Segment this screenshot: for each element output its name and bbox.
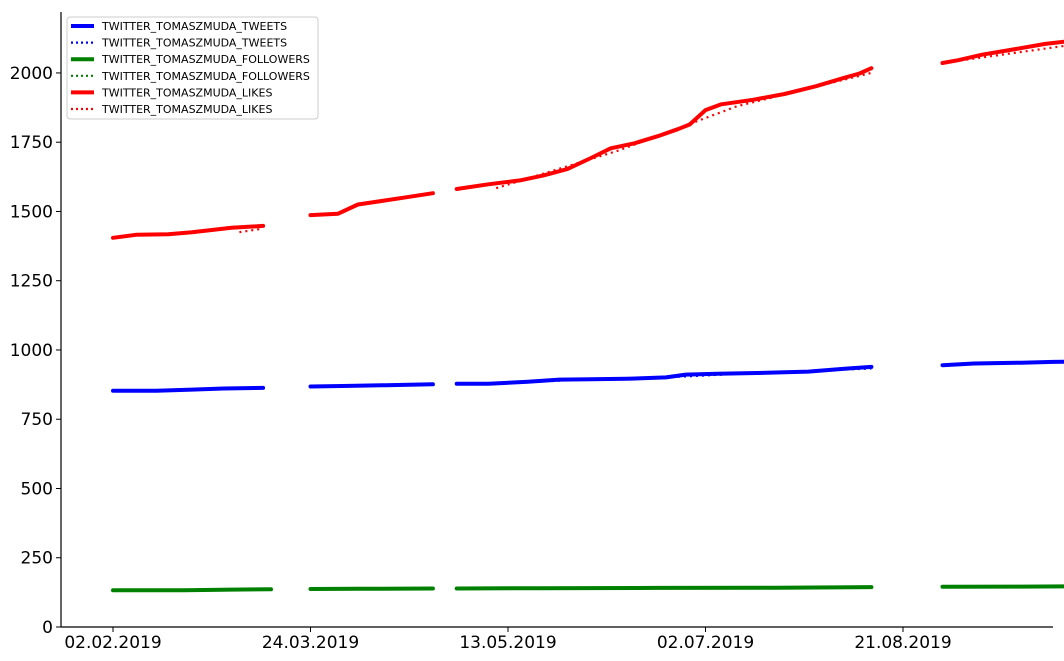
x-tick-label: 24.03.2019 bbox=[262, 633, 359, 653]
series-line-2-segment-0 bbox=[111, 587, 273, 593]
legend: TWITTER_TOMASZMUDA_TWEETS TWITTER_TOMASZM… bbox=[66, 16, 319, 120]
y-tick-label: 1500 bbox=[10, 202, 53, 222]
series-line-4-segment-0 bbox=[111, 223, 266, 240]
series-line-0-segment-2 bbox=[454, 364, 874, 386]
legend-label: TWITTER_TOMASZMUDA_FOLLOWERS bbox=[101, 70, 310, 83]
series-line-0-segment-0 bbox=[111, 385, 266, 393]
y-tick-label: 500 bbox=[21, 479, 53, 499]
y-tick-label: 250 bbox=[21, 549, 53, 569]
legend-label: TWITTER_TOMASZMUDA_TWEETS bbox=[101, 20, 287, 33]
y-tick-label: 1250 bbox=[10, 272, 53, 292]
x-tick-label: 02.07.2019 bbox=[657, 633, 754, 653]
x-tick-label: 02.02.2019 bbox=[64, 633, 161, 653]
legend-label: TWITTER_TOMASZMUDA_LIKES bbox=[101, 86, 272, 99]
series-line-5-segment-2 bbox=[942, 44, 1064, 65]
legend-label: TWITTER_TOMASZMUDA_FOLLOWERS bbox=[101, 53, 310, 66]
series-line-0-segment-1 bbox=[308, 382, 435, 389]
legend-frame bbox=[66, 16, 319, 120]
y-tick-label: 1000 bbox=[10, 341, 53, 361]
series-line-5-segment-0 bbox=[239, 227, 264, 234]
series-line-4-segment-1 bbox=[308, 191, 435, 218]
series-layer bbox=[111, 39, 1064, 593]
y-tick-label: 1750 bbox=[10, 133, 53, 153]
y-tick-label: 0 bbox=[42, 618, 53, 638]
series-line-4-segment-2 bbox=[454, 66, 874, 191]
series-line-5-segment-1 bbox=[495, 71, 872, 190]
y-tick-label: 750 bbox=[21, 410, 53, 430]
y-axis-ticks: 0 250 500 750 1000 1250 1500 1750 2000 bbox=[10, 64, 61, 638]
series-line-2-segment-1 bbox=[308, 586, 435, 591]
series-line-1-segment-0 bbox=[504, 367, 872, 385]
y-tick-label: 2000 bbox=[10, 64, 53, 84]
series-line-3-segment-0 bbox=[504, 586, 872, 590]
x-axis-ticks: 02.02.2019 24.03.2019 13.05.2019 02.07.2019… bbox=[64, 627, 952, 653]
x-tick-label: 13.05.2019 bbox=[459, 633, 556, 653]
x-tick-label: 21.08.2019 bbox=[854, 633, 951, 653]
series-line-1-segment-1 bbox=[942, 361, 1064, 366]
legend-label: TWITTER_TOMASZMUDA_LIKES bbox=[101, 103, 272, 116]
series-line-2-segment-2 bbox=[454, 585, 874, 591]
legend-label: TWITTER_TOMASZMUDA_TWEETS bbox=[101, 37, 287, 50]
